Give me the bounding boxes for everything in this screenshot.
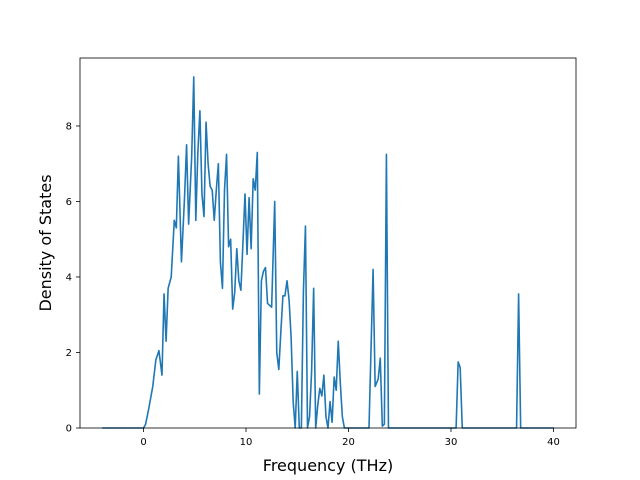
axes-frame (79, 57, 577, 429)
x-axis-label: Frequency (THz) (263, 456, 393, 475)
y-axis-ticks: 0 2 4 6 8 (66, 121, 80, 435)
x-tick-label: 10 (240, 437, 253, 448)
y-tick-label: 8 (66, 121, 72, 132)
x-tick-label: 0 (140, 437, 146, 448)
y-tick-label: 4 (66, 272, 72, 283)
plot-area (79, 57, 577, 429)
x-tick-label: 20 (342, 437, 355, 448)
x-axis-ticks: 0 10 20 30 40 (140, 428, 560, 448)
y-tick-label: 0 (66, 424, 72, 435)
dos-line (101, 76, 555, 429)
y-tick-label: 2 (66, 348, 72, 359)
x-tick-label: 40 (547, 437, 560, 448)
y-axis-label: Density of States (36, 174, 55, 311)
x-tick-label: 30 (445, 437, 458, 448)
y-tick-label: 6 (66, 197, 72, 208)
